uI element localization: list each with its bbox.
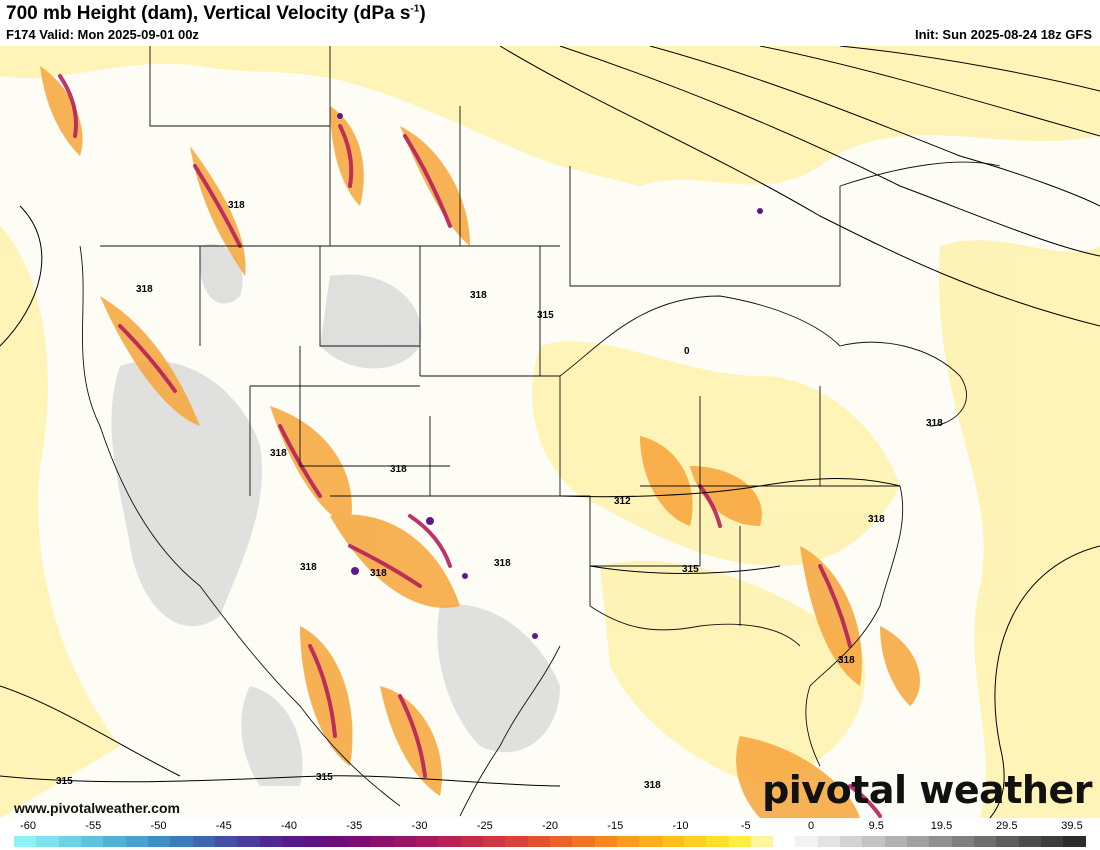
colorbar-swatch xyxy=(862,836,885,847)
colorbar-ticks: -60 -55 -50 -45 -40 -35 -30 -25 -20 -15 -10 -5 0 9.5 1… xyxy=(0,820,1100,834)
colorbar-swatch xyxy=(951,836,975,847)
velocity-field-pale xyxy=(0,46,1100,818)
contour-labels: 318 318 318 315 312 315 318 318 318 318 … xyxy=(56,200,943,791)
colorbar-swatch xyxy=(907,836,930,847)
colorbar-swatch xyxy=(840,836,863,847)
init-time: Init: Sun 2025-08-24 18z GFS xyxy=(914,27,1092,42)
colorbar-swatch xyxy=(594,836,617,847)
map-borders xyxy=(79,46,1001,817)
colorbar-swatch xyxy=(974,836,997,847)
contour-label: 318 xyxy=(300,562,317,573)
colorbar-swatch xyxy=(527,836,550,847)
contour-label: 318 xyxy=(390,464,407,475)
colorbar-tick-label: 29.5 xyxy=(996,820,1018,832)
colorbar-swatch xyxy=(80,836,104,847)
colorbar-swatch xyxy=(36,836,59,847)
contour-label: 318 xyxy=(370,568,387,579)
colorbar-swatch xyxy=(103,836,126,847)
contour-label: 318 xyxy=(136,284,153,295)
contour-label: 312 xyxy=(614,496,631,507)
colorbar-swatch xyxy=(170,836,193,847)
weather-map[interactable]: 318 318 318 315 312 315 318 318 318 318 … xyxy=(0,46,1100,818)
colorbar-swatch xyxy=(661,836,684,847)
colorbar-swatch xyxy=(639,836,662,847)
colorbar-swatch xyxy=(549,836,573,847)
contour-label: 318 xyxy=(868,514,885,525)
colorbar-swatch xyxy=(505,836,528,847)
colorbar-swatch xyxy=(438,836,461,847)
colorbar-tick-label: 19.5 xyxy=(930,820,953,832)
colorbar-swatch xyxy=(929,836,952,847)
colorbar-swatch xyxy=(817,836,841,847)
colorbar-swatch xyxy=(259,836,282,847)
colorbar-tick-label: 39.5 xyxy=(1061,820,1083,832)
colorbar-swatch xyxy=(795,836,818,847)
colorbar-tick-label: -15 xyxy=(607,820,624,832)
height-contours xyxy=(0,46,1100,818)
colorbar-swatch xyxy=(572,836,595,847)
colorbar-swatch xyxy=(728,836,751,847)
colorbar-swatch xyxy=(616,836,640,847)
velocity-field-extreme xyxy=(337,113,763,639)
colorbar-swatch xyxy=(773,836,796,847)
colorbar-swatch xyxy=(750,836,774,847)
colorbar-swatch xyxy=(415,836,439,847)
colorbar-tick-label: -20 xyxy=(542,820,558,832)
colorbar-swatch xyxy=(1063,836,1086,847)
colorbar-tick-label: 9.5 xyxy=(868,820,884,832)
contour-label: 318 xyxy=(270,448,287,459)
contour-label: 315 xyxy=(537,310,554,321)
colorbar-swatch xyxy=(14,836,37,847)
colorbar-swatch xyxy=(460,836,483,847)
colorbar-swatch xyxy=(281,836,305,847)
colorbar xyxy=(14,836,1086,847)
contour-label: 0 xyxy=(684,346,690,357)
colorbar-swatch xyxy=(371,836,394,847)
contour-label: 318 xyxy=(926,418,943,429)
colorbar-tick-label: -40 xyxy=(281,820,297,832)
valid-time: F174 Valid: Mon 2025-09-01 00z xyxy=(6,27,199,42)
map-header: 700 mb Height (dam), Vertical Velocity (… xyxy=(0,0,1100,46)
contour-label: 318 xyxy=(644,780,661,791)
colorbar-swatch xyxy=(125,836,148,847)
colorbar-swatch xyxy=(147,836,171,847)
contour-label: 318 xyxy=(228,200,245,211)
colorbar-swatch xyxy=(393,836,416,847)
contour-label: 318 xyxy=(838,655,855,666)
colorbar-swatch xyxy=(214,836,238,847)
site-url: www.pivotalweather.com xyxy=(14,800,180,816)
colorbar-tick-label: -45 xyxy=(215,820,232,832)
colorbar-tick-label: -10 xyxy=(672,820,689,832)
colorbar-tick-label: -30 xyxy=(411,820,428,832)
contour-label: 318 xyxy=(494,558,511,569)
contour-label: 315 xyxy=(56,776,73,787)
colorbar-swatch xyxy=(884,836,908,847)
colorbar-tick-label: -50 xyxy=(150,820,167,832)
colorbar-tick-label: -60 xyxy=(20,820,36,832)
map-title: 700 mb Height (dam), Vertical Velocity (… xyxy=(6,3,426,24)
colorbar-swatch xyxy=(706,836,729,847)
velocity-field-gray xyxy=(111,244,560,786)
colorbar-swatch xyxy=(482,836,506,847)
contour-label: 318 xyxy=(470,290,487,301)
colorbar-tick-label: -35 xyxy=(346,820,363,832)
colorbar-swatch xyxy=(1018,836,1042,847)
colorbar-tick-label: -55 xyxy=(85,820,102,832)
colorbar-tick-label: -5 xyxy=(740,820,751,832)
colorbar-swatch xyxy=(326,836,349,847)
colorbar-swatch xyxy=(304,836,327,847)
colorbar-tick-label: -25 xyxy=(476,820,493,832)
colorbar-tick-label: 0 xyxy=(807,820,815,832)
colorbar-swatch xyxy=(348,836,372,847)
colorbar-swatch xyxy=(192,836,215,847)
contour-label: 315 xyxy=(682,564,699,575)
contour-label: 315 xyxy=(316,772,333,783)
colorbar-swatch xyxy=(1041,836,1064,847)
colorbar-swatch xyxy=(237,836,260,847)
velocity-field-cores xyxy=(58,74,882,818)
colorbar-swatch xyxy=(58,836,81,847)
watermark-logo: pivotal weather xyxy=(762,768,1092,812)
colorbar-swatch xyxy=(683,836,707,847)
colorbar-swatch xyxy=(996,836,1019,847)
